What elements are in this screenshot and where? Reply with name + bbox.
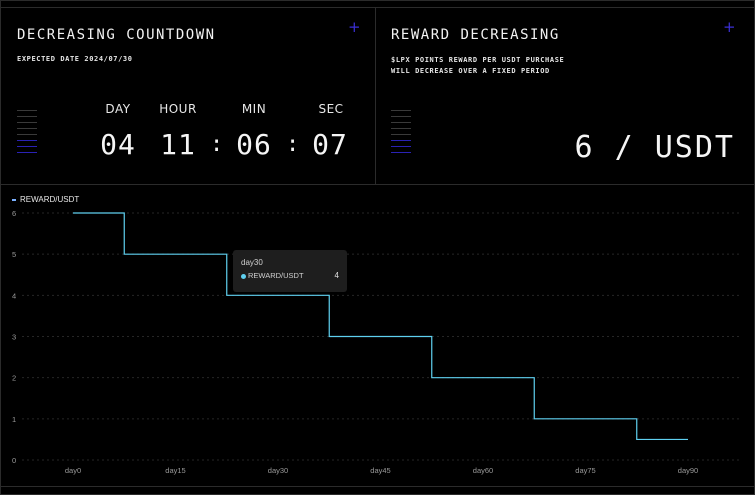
x-tick-label: day0 <box>65 466 81 475</box>
legend-label: REWARD/USDT <box>20 195 80 204</box>
reward-subtitle-line2: WILL DECREASE OVER A FIXED PERIOD <box>391 67 550 75</box>
plus-icon[interactable]: + <box>348 18 361 36</box>
countdown-title: DECREASING COUNTDOWN <box>17 27 216 43</box>
sec-value: 07 <box>312 128 348 161</box>
y-tick-label: 4 <box>12 291 16 300</box>
min-value: 06 <box>236 128 272 161</box>
separator: : <box>210 132 224 157</box>
tooltip-value: 4 <box>334 271 339 280</box>
y-tick-label: 1 <box>12 415 16 424</box>
min-label: MIN <box>241 102 267 116</box>
x-tick-label: day15 <box>165 466 185 475</box>
day-label: DAY <box>105 102 131 116</box>
chart-legend[interactable]: REWARD/USDT <box>12 195 79 204</box>
y-tick-label: 3 <box>12 333 16 342</box>
reward-value: 6 / USDT <box>574 130 735 165</box>
plus-icon[interactable]: + <box>723 18 736 36</box>
sec-label: SEC <box>318 102 344 116</box>
countdown-subtitle: EXPECTED DATE 2024/07/30 <box>17 55 133 63</box>
y-tick-label: 0 <box>12 456 16 465</box>
chart-tooltip: day30 REWARD/USDT 4 <box>233 250 347 292</box>
x-tick-label: day90 <box>678 466 698 475</box>
x-tick-label: day30 <box>268 466 288 475</box>
x-tick-label: day75 <box>575 466 595 475</box>
tooltip-title: day30 <box>241 258 263 267</box>
series-line <box>73 212 688 441</box>
y-tick-label: 5 <box>12 250 16 259</box>
day-value: 04 <box>100 128 136 161</box>
level-bars-icon <box>391 110 411 158</box>
y-tick-label: 2 <box>12 374 16 383</box>
tooltip-series-dot <box>241 274 246 279</box>
x-tick-label: day60 <box>473 466 493 475</box>
separator: : <box>286 132 300 157</box>
hour-label: HOUR <box>159 102 197 116</box>
x-tick-label: day45 <box>370 466 390 475</box>
reward-title: REWARD DECREASING <box>391 27 560 43</box>
tooltip-series-label: REWARD/USDT <box>248 271 304 280</box>
legend-swatch <box>12 198 16 201</box>
level-bars-icon <box>17 110 37 158</box>
reward-subtitle-line1: $LPX POINTS REWARD PER USDT PURCHASE <box>391 56 565 64</box>
y-tick-label: 6 <box>12 209 16 218</box>
hour-value: 11 <box>160 128 196 161</box>
chart-panel <box>0 184 755 487</box>
